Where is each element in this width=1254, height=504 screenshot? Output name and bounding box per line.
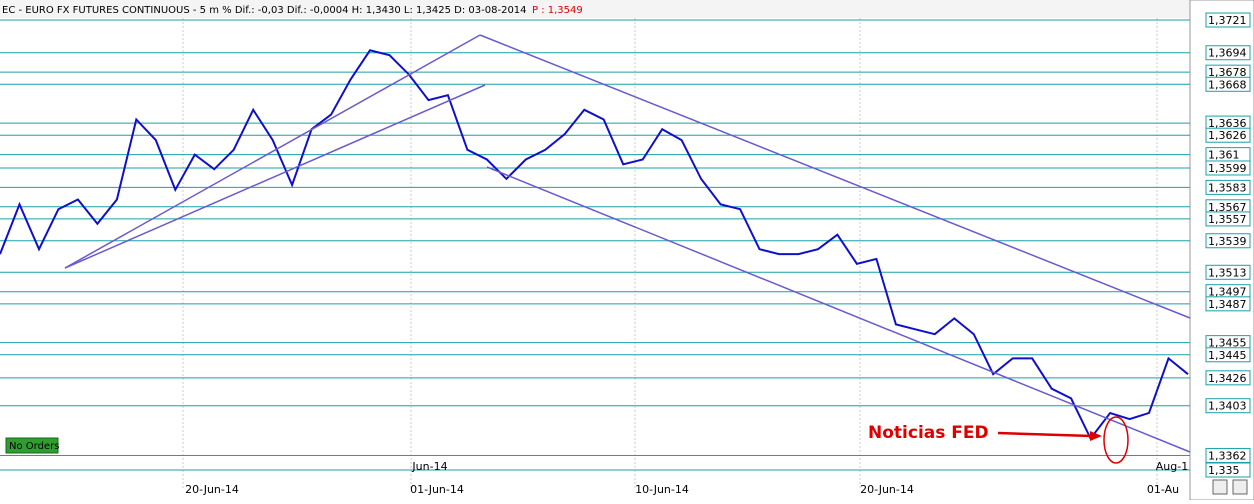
level-box (1205, 233, 1251, 249)
level-label: 1,3362 (1208, 449, 1247, 462)
level-label: 1,3487 (1208, 298, 1247, 311)
level-box (1205, 45, 1251, 61)
level-box (1205, 12, 1251, 28)
level-box (1205, 127, 1251, 143)
level-label: 1,3513 (1208, 266, 1247, 279)
level-box (1205, 211, 1251, 227)
level-box (1205, 264, 1251, 280)
level-label: 1,3721 (1208, 14, 1247, 27)
level-label: 1,3626 (1208, 129, 1247, 142)
level-box (1205, 447, 1251, 463)
level-box (1205, 347, 1251, 363)
level-box (1205, 179, 1251, 195)
header-title: EC - EURO FX FUTURES CONTINUOUS - 5 m % … (2, 5, 527, 16)
level-box (1205, 296, 1251, 312)
order-badge (5, 437, 59, 454)
level-label: 1,3567 (1208, 201, 1247, 214)
level-label: 1,3557 (1208, 213, 1247, 226)
level-label: 1,3426 (1208, 372, 1247, 385)
level-box (1205, 160, 1251, 176)
level-label: 1,3583 (1208, 181, 1247, 194)
level-box (1205, 398, 1251, 414)
header-bar (0, 0, 1190, 18)
period-label: Jun-14 (411, 460, 447, 473)
level-box (1205, 370, 1251, 386)
level-label: 1,3678 (1208, 66, 1247, 79)
level-box (1205, 76, 1251, 92)
channel-lines (64, 34, 1191, 453)
period-label: Aug-1 (1156, 460, 1188, 473)
level-label: 1,3539 (1208, 235, 1247, 248)
x-label: 20-Jun-14 (860, 483, 914, 496)
level-label: 1,3599 (1208, 162, 1247, 175)
highlight-ellipse (1103, 416, 1129, 464)
annotation-arrow (997, 431, 1093, 438)
level-label: 1,3403 (1208, 400, 1247, 413)
x-label: 01-Au (1147, 483, 1179, 496)
level-box (1205, 462, 1251, 478)
print-button[interactable] (1212, 479, 1228, 495)
period-separators (182, 18, 1158, 490)
level-label: 1,361 (1208, 149, 1240, 162)
header-price: P : 1,3549 (532, 5, 583, 16)
level-label: 1,3694 (1208, 47, 1247, 60)
x-label: 10-Jun-14 (635, 483, 689, 496)
order-badge-text: No Orders (9, 441, 59, 452)
price-line (0, 49, 1189, 441)
arrow-head (1090, 431, 1102, 441)
settings-button[interactable] (1232, 479, 1248, 495)
level-label: 1,3445 (1208, 349, 1247, 362)
level-label: 1,3455 (1208, 337, 1247, 350)
x-label: 20-Jun-14 (185, 483, 239, 496)
level-label: 1,3668 (1208, 78, 1247, 91)
x-label: 01-Jun-14 (410, 483, 464, 496)
level-label: 1,3636 (1208, 117, 1247, 130)
level-label: 1,335 (1208, 464, 1240, 477)
level-label: 1,3497 (1208, 286, 1247, 299)
annotation: Noticias FED (868, 423, 989, 443)
